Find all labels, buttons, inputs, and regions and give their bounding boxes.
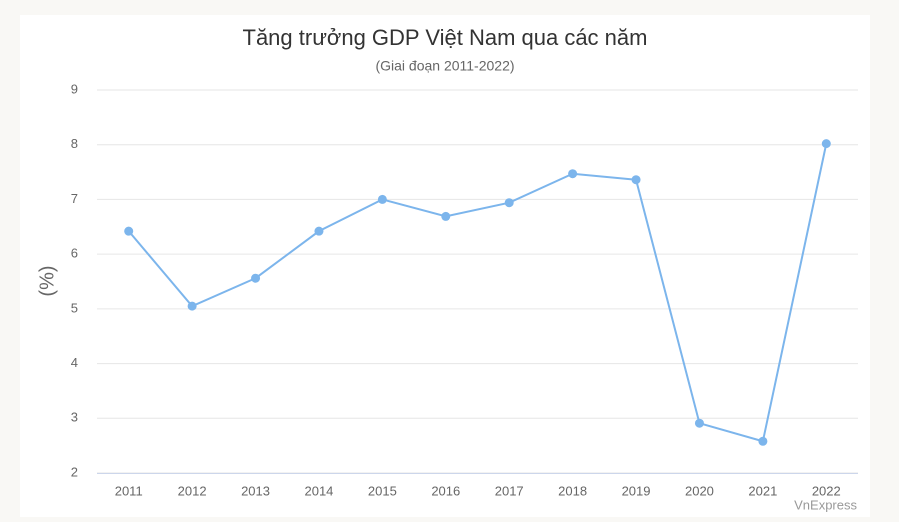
- point: [694, 418, 704, 428]
- point: [314, 226, 324, 236]
- line: [127, 143, 828, 443]
- chart-panel: [20, 15, 870, 517]
- y-tick-label: 5: [71, 300, 78, 315]
- y-tick-label: 4: [71, 355, 78, 370]
- point: [758, 436, 768, 446]
- point: [251, 273, 261, 283]
- x-tick-label: 2019: [622, 483, 651, 498]
- y-tick-label: 8: [71, 136, 78, 151]
- point: [821, 139, 831, 149]
- point: [568, 169, 578, 179]
- x-tick-label: 2011: [115, 483, 143, 498]
- point: [631, 175, 641, 185]
- point: [504, 198, 514, 208]
- x-tick-label: 2013: [241, 483, 270, 498]
- x-tick-label: 2015: [368, 483, 397, 498]
- point: [187, 301, 197, 311]
- y-axis-label: (%): [36, 265, 58, 296]
- x-tick-label: 2017: [495, 483, 524, 498]
- point: [124, 226, 134, 236]
- x-tick-label: 2016: [431, 483, 460, 498]
- chart-subtitle: (Giai đoạn 2011-2022): [375, 58, 514, 74]
- x-tick-label: 2020: [685, 483, 714, 498]
- chart-title: Tăng trưởng GDP Việt Nam qua các năm: [243, 25, 648, 50]
- point: [441, 211, 451, 221]
- x-tick-label: 2021: [748, 483, 777, 498]
- y-tick-label: 2: [71, 464, 78, 479]
- y-tick-label: 7: [71, 191, 78, 206]
- point: [377, 194, 387, 204]
- y-tick-label: 3: [71, 410, 78, 425]
- y-tick-label: 9: [71, 81, 78, 96]
- source: VnExpress: [794, 497, 857, 512]
- y-tick-label: 6: [71, 246, 78, 261]
- x-tick-label: 2014: [304, 483, 333, 498]
- x-tick-label: 2022: [812, 483, 841, 498]
- x-tick-label: 2012: [178, 483, 207, 498]
- x-tick-label: 2018: [558, 483, 587, 498]
